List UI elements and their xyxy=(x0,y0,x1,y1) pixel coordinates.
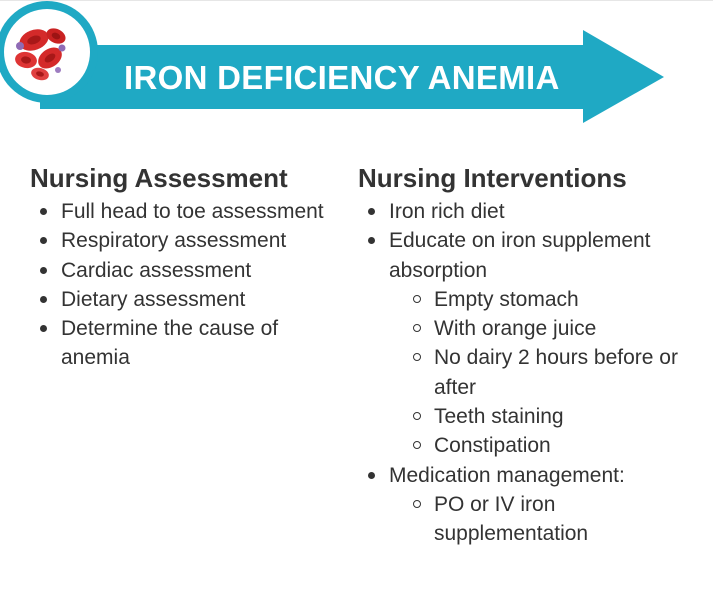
list-item-label: Medication management: xyxy=(389,463,625,487)
list-item-label: Iron rich diet xyxy=(389,200,505,223)
assessment-column: Nursing Assessment Full head to toe asse… xyxy=(30,160,350,373)
title-banner: IRON DEFICIENCY ANEMIA xyxy=(0,0,713,130)
assessment-heading: Nursing Assessment xyxy=(30,163,288,193)
interventions-list-continued: Medication management: xyxy=(358,461,703,490)
sub-list-item: With orange juice xyxy=(398,314,703,343)
interventions-list: Iron rich diet Educate on iron supplemen… xyxy=(358,197,703,285)
sub-list-item: No dairy 2 hours before or after xyxy=(398,343,703,402)
list-item-label: Educate on iron supplement absorption xyxy=(389,229,651,282)
list-item: Cardiac assessment xyxy=(30,256,350,285)
interventions-column: Nursing Interventions Iron rich diet Edu… xyxy=(358,160,703,549)
list-item: Determine the cause of anemia xyxy=(30,314,350,373)
banner-arrow xyxy=(40,30,664,123)
red-blood-cells-icon xyxy=(15,28,66,81)
banner-arrow-graphic xyxy=(0,1,664,123)
interventions-heading: Nursing Interventions xyxy=(358,163,627,193)
list-item: Respiratory assessment xyxy=(30,226,350,255)
sub-list-item: PO or IV iron supplementation xyxy=(398,490,703,549)
sub-list-item: Constipation xyxy=(398,431,703,460)
assessment-list: Full head to toe assessment Respiratory … xyxy=(30,197,350,373)
top-border xyxy=(0,0,713,1)
banner-title: IRON DEFICIENCY ANEMIA xyxy=(124,59,560,96)
medication-sublist: PO or IV iron supplementation xyxy=(398,490,703,549)
sub-list-item: Teeth staining xyxy=(398,402,703,431)
absorption-sublist: Empty stomach With orange juice No dairy… xyxy=(398,285,703,461)
list-item: Medication management: xyxy=(358,461,703,490)
list-item: Dietary assessment xyxy=(30,285,350,314)
sub-list-item: Empty stomach xyxy=(398,285,703,314)
list-item: Educate on iron supplement absorption xyxy=(358,226,703,285)
list-item: Full head to toe assessment xyxy=(30,197,350,226)
list-item: Iron rich diet xyxy=(358,197,703,226)
